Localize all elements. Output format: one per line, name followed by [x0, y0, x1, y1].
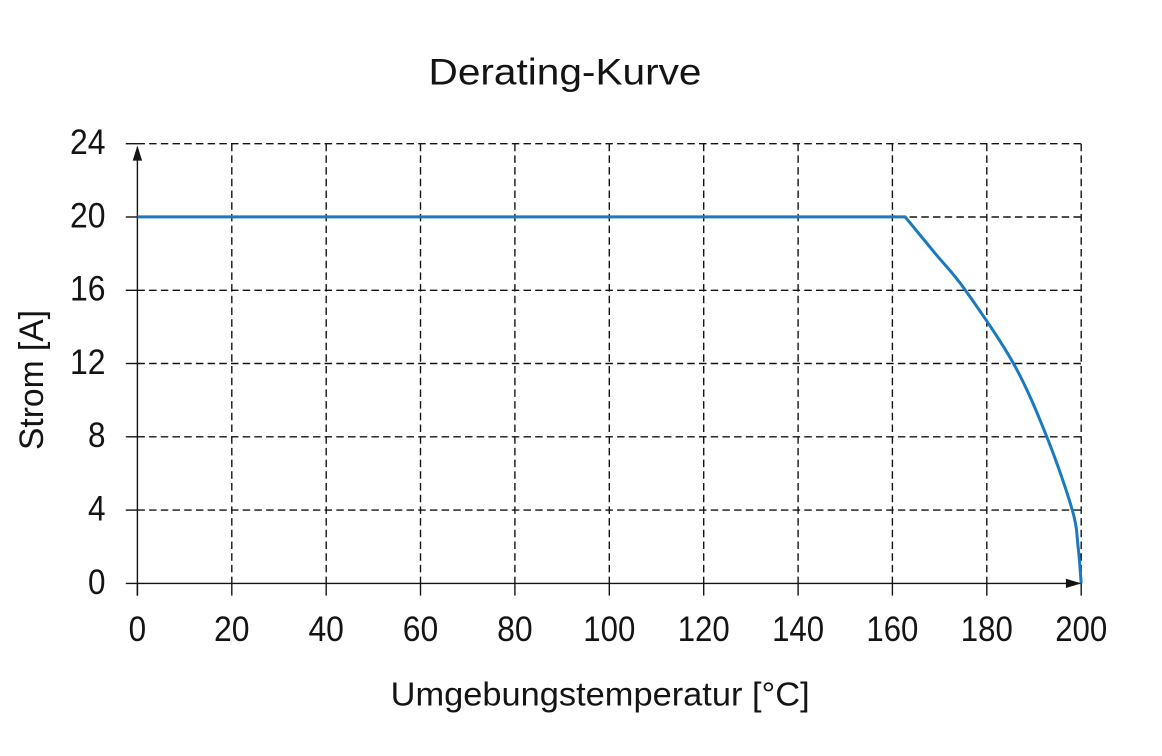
svg-text:Derating-Kurve: Derating-Kurve: [429, 50, 702, 92]
svg-text:60: 60: [403, 609, 439, 649]
svg-text:40: 40: [308, 609, 344, 649]
svg-text:20: 20: [214, 609, 250, 649]
svg-text:8: 8: [88, 415, 106, 455]
svg-text:20: 20: [70, 195, 106, 235]
svg-text:24: 24: [70, 122, 106, 162]
svg-text:180: 180: [961, 609, 1013, 649]
svg-text:Strom [A]: Strom [A]: [13, 310, 51, 450]
svg-text:120: 120: [678, 609, 730, 649]
svg-text:100: 100: [583, 609, 635, 649]
svg-text:140: 140: [772, 609, 824, 649]
svg-text:12: 12: [70, 342, 106, 382]
svg-text:4: 4: [88, 489, 106, 529]
svg-text:0: 0: [129, 609, 147, 649]
svg-text:Umgebungstemperatur [°C]: Umgebungstemperatur [°C]: [391, 676, 810, 713]
svg-text:200: 200: [1055, 609, 1107, 649]
svg-text:16: 16: [70, 269, 106, 309]
svg-text:0: 0: [88, 562, 106, 602]
svg-text:80: 80: [497, 609, 533, 649]
svg-text:160: 160: [866, 609, 918, 649]
